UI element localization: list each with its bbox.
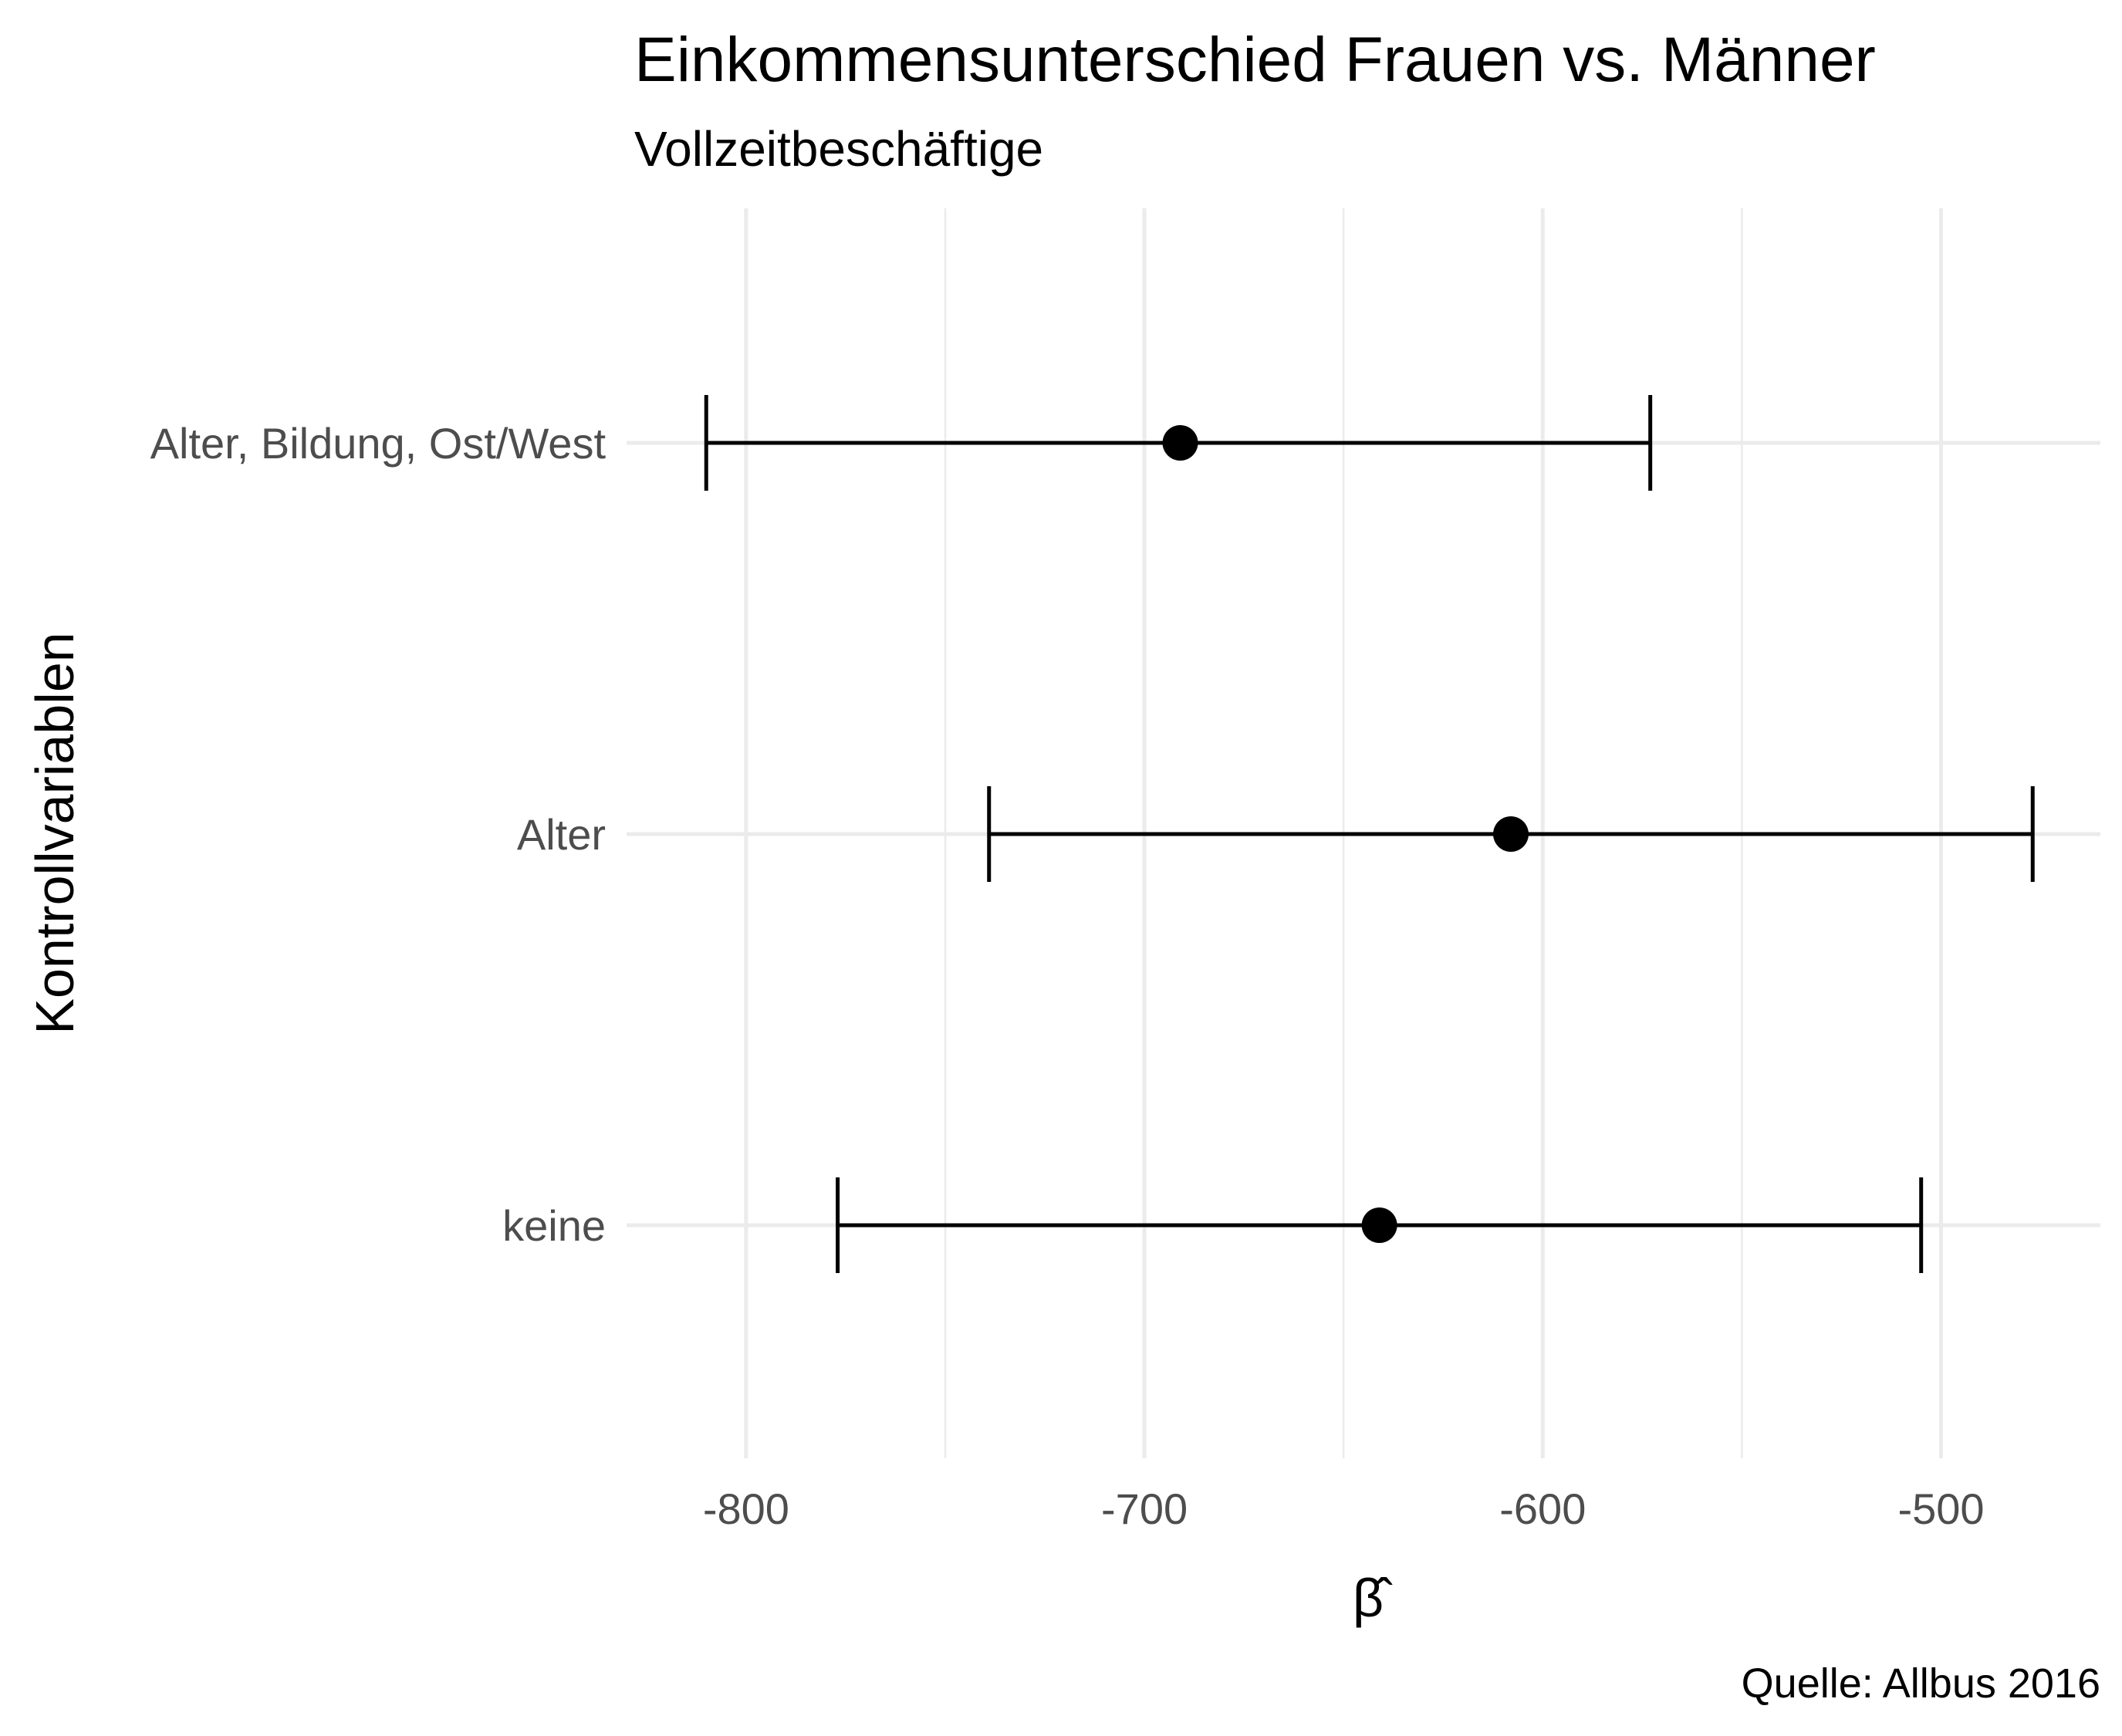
- chart-title: Einkommensunterschied Frauen vs. Männer: [634, 25, 1876, 95]
- point-estimates: [1162, 425, 1529, 1243]
- y-axis-title: Kontrollvariablen: [25, 632, 85, 1034]
- x-tick-label: -500: [1897, 1484, 1984, 1533]
- point-estimate: [1361, 1207, 1397, 1243]
- y-tick-label: Alter, Bildung, Ost/West: [150, 419, 607, 468]
- point-estimate: [1493, 816, 1529, 852]
- point-estimate: [1162, 425, 1198, 461]
- x-tick-labels: -800 -700 -600 -500: [703, 1484, 1985, 1533]
- y-tick-label: keine: [502, 1201, 606, 1250]
- chart-subtitle: Vollzeitbeschäftige: [634, 121, 1043, 177]
- x-tick-label: -600: [1499, 1484, 1586, 1533]
- x-tick-label: -700: [1101, 1484, 1188, 1533]
- y-tick-labels: keine Alter Alter, Bildung, Ost/West: [150, 419, 607, 1250]
- x-axis-title: β̂: [1353, 1568, 1393, 1628]
- y-tick-label: Alter: [517, 810, 606, 859]
- x-tick-label: -800: [703, 1484, 789, 1533]
- chart-caption: Quelle: Allbus 2016: [1742, 1660, 2100, 1707]
